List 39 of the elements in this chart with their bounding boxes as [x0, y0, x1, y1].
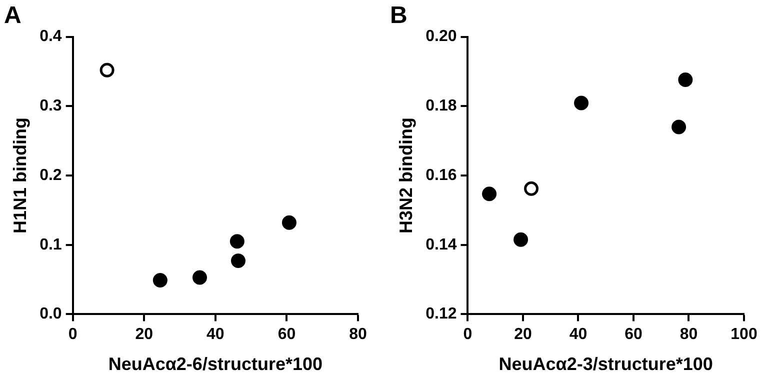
point — [152, 272, 168, 288]
y-tick-label: 0.0 — [40, 306, 62, 323]
point — [524, 181, 539, 196]
x-tick-label: 40 — [206, 326, 224, 344]
x-tick-label: 0 — [463, 326, 472, 344]
x-tick-label: 80 — [349, 326, 367, 344]
x-tick-label: 60 — [624, 326, 642, 344]
point — [672, 120, 686, 134]
x-tick-label: 40 — [569, 326, 588, 344]
point — [230, 254, 246, 268]
chart-title: B — [390, 2, 408, 30]
x-tick-label: 60 — [278, 326, 296, 344]
point — [574, 96, 589, 110]
y-tick-label: 0.4 — [40, 28, 62, 46]
point — [230, 234, 244, 249]
y-tick-label: 0.2 — [40, 166, 62, 184]
y-tick-label: 0.3 — [40, 98, 62, 115]
point — [100, 62, 114, 78]
x-axis-title: NeuAcα2-6/structure*100 — [108, 354, 322, 374]
y-tick-label: 0.12 — [426, 306, 457, 323]
point — [514, 232, 528, 247]
y-tick-label: 0.14 — [426, 236, 457, 254]
point — [282, 215, 296, 230]
y-tick-label: 0.16 — [426, 166, 457, 184]
y-tick-label: 0.18 — [426, 98, 457, 115]
y-axis-title: H1N1 binding — [10, 118, 30, 234]
x-tick-label: 100 — [730, 326, 758, 344]
point — [482, 186, 497, 202]
point — [678, 72, 693, 88]
chart-title: A — [4, 2, 22, 30]
x-axis-title: NeuAcα2-3/structure*100 — [498, 354, 713, 374]
y-axis-title: H3N2 binding — [396, 118, 416, 234]
x-tick-label: 80 — [680, 326, 698, 344]
x-tick-label: 20 — [514, 326, 532, 344]
y-tick-label: 0.1 — [40, 236, 62, 254]
y-tick-label: 0.20 — [426, 28, 457, 46]
x-tick-label: 0 — [68, 326, 78, 344]
x-tick-label: 20 — [135, 326, 154, 344]
point — [192, 270, 207, 285]
